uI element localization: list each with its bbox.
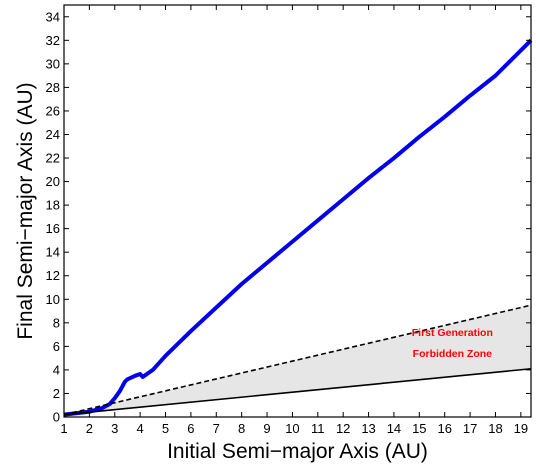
x-tick-label: 10 — [285, 421, 299, 436]
y-tick-label: 30 — [46, 56, 60, 71]
x-tick-label: 14 — [387, 421, 401, 436]
series-line-solid-line — [63, 367, 532, 416]
y-tick-label: 10 — [46, 292, 60, 307]
forbidden-zone-area — [64, 305, 531, 415]
x-tick-label: 1 — [60, 421, 67, 436]
y-tick-label: 16 — [46, 221, 60, 236]
y-tick-label: 12 — [46, 268, 60, 283]
x-tick-label: 15 — [412, 421, 426, 436]
y-tick-label: 4 — [53, 362, 60, 377]
y-tick-label: 2 — [53, 386, 60, 401]
y-tick-label: 32 — [46, 33, 60, 48]
y-tick-label: 22 — [46, 151, 60, 166]
x-tick-label: 2 — [86, 421, 93, 436]
x-tick-label: 17 — [463, 421, 477, 436]
x-tick-label: 13 — [361, 421, 375, 436]
x-tick-label: 16 — [437, 421, 451, 436]
y-tick-label: 34 — [46, 9, 60, 24]
x-tick-label: 9 — [263, 421, 270, 436]
x-axis-label: Initial Semi−major Axis (AU) — [167, 440, 428, 463]
x-tick-label: 5 — [162, 421, 169, 436]
x-tick-label: 18 — [488, 421, 502, 436]
x-tick-label: 11 — [311, 421, 325, 436]
x-tick-label: 6 — [187, 421, 194, 436]
annotation-line-2: Forbidden Zone — [413, 348, 492, 360]
y-tick-label: 24 — [46, 127, 60, 142]
y-tick-label: 28 — [46, 80, 60, 95]
x-tick-label: 8 — [238, 421, 245, 436]
y-tick-label: 6 — [53, 339, 60, 354]
x-tick-label: 12 — [336, 421, 350, 436]
x-tick-label: 7 — [213, 421, 220, 436]
y-tick-label: 8 — [53, 315, 60, 330]
y-tick-label: 0 — [53, 410, 60, 425]
series-line-blue-curve — [63, 38, 533, 417]
x-tick-label: 19 — [514, 421, 528, 436]
x-tick-label: 4 — [137, 421, 144, 436]
y-tick-label: 18 — [46, 198, 60, 213]
annotation-line-1: First Generation — [412, 327, 493, 339]
y-tick-label: 20 — [46, 174, 60, 189]
y-tick-label: 26 — [46, 103, 60, 118]
y-tick-label: 14 — [46, 245, 60, 260]
y-axis-label: Final Semi−major Axis (AU) — [14, 82, 37, 339]
plot-frame — [63, 4, 532, 418]
x-tick-label: 3 — [111, 421, 118, 436]
